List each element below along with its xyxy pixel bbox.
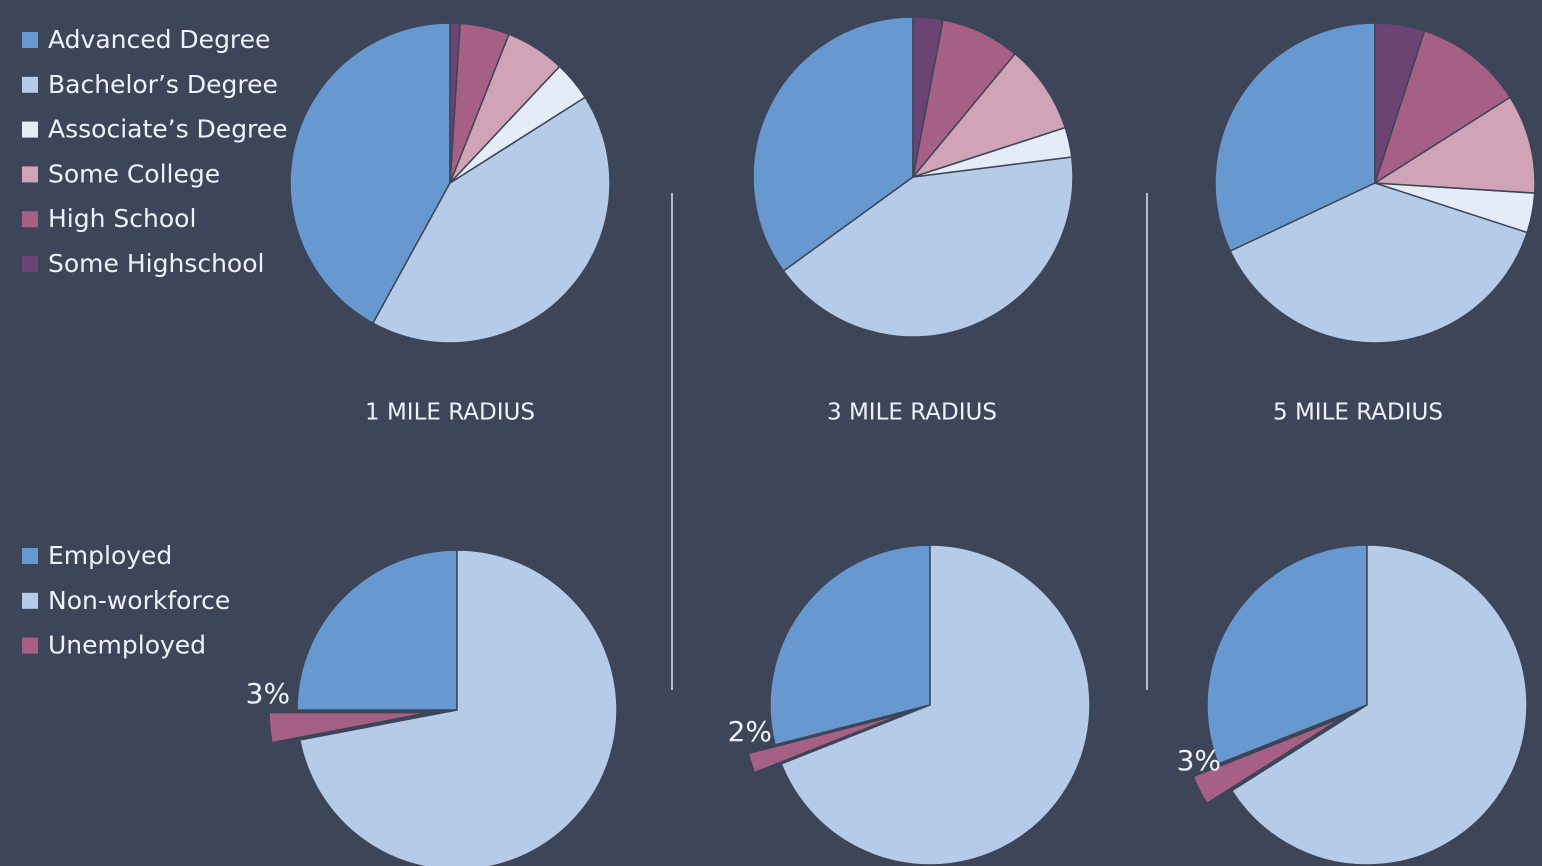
pie-slice [782,156,1074,338]
pie-title: 3 MILE RADIUS [827,400,997,426]
pie-slice [371,96,611,344]
pie-slice [1192,717,1343,805]
legend-swatch [22,592,38,609]
legend-label: Some College [48,159,220,188]
pie-slice [296,549,458,711]
pie-slice [1230,544,1528,866]
legend-label: High School [48,204,196,233]
data-label: 3% [246,677,290,710]
pie-slice [1373,29,1512,185]
legend-swatch [22,256,38,272]
legend-swatch [22,637,38,654]
pie-slice [910,52,1067,179]
legend-label: Bachelor’s Degree [48,70,278,99]
legend-label: Advanced Degree [48,25,270,54]
pie-slice [268,711,430,744]
pie-slice [449,22,461,184]
pie-slice [1374,22,1426,184]
pie-title: 1 MILE RADIUS [365,400,535,426]
pie-slice [769,544,931,746]
legend-swatch [22,121,38,138]
pie-slice [1206,544,1368,765]
pie-slice [1214,22,1376,253]
pie-slice [1229,182,1529,344]
legend-swatch [22,211,38,228]
legend-swatch [22,548,38,564]
legend-swatch [22,32,38,48]
pie-slice [780,544,1091,866]
pie-slice [289,22,451,325]
data-label: 3% [1177,744,1221,777]
legend-label: Employed [48,541,172,570]
legend-label: Unemployed [48,631,206,660]
legend-label: Some Highschool [48,249,264,278]
pie-slice [752,16,914,273]
pie-slice [1372,96,1536,194]
pie-slice [747,712,904,774]
data-label: 2% [728,715,772,748]
legend-swatch [22,166,38,183]
pie-title: 5 MILE RADIUS [1273,400,1443,426]
legend-label: Associate’s Degree [48,115,288,144]
pie-slice [298,549,618,866]
legend-swatch [22,76,38,93]
pie-slice [912,16,944,178]
legend-label: Non-workforce [48,586,230,615]
